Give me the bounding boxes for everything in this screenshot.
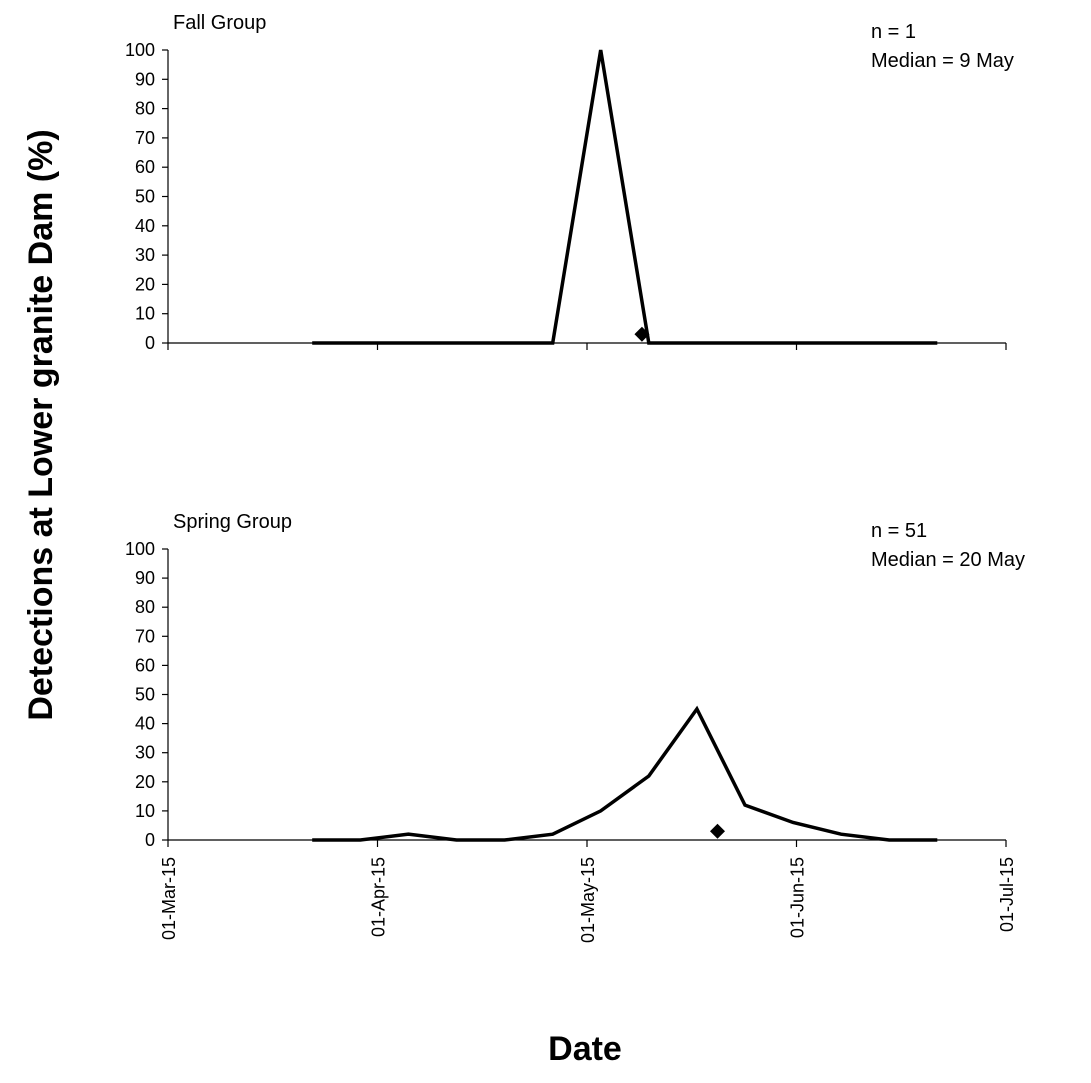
- y-tick-label-0-0: 0: [145, 333, 155, 353]
- annotation-n-1: n = 51: [871, 520, 927, 542]
- data-point-1-0-1: [360, 840, 361, 841]
- x-tick-label-3: 01-Jun-15: [788, 857, 808, 938]
- data-point-1-0-12: [889, 840, 890, 841]
- data-point-0-0-11: [841, 343, 842, 344]
- data-point-1-0-13: [937, 840, 938, 841]
- y-tick-label-0-9: 90: [135, 69, 155, 89]
- x-tick-label-0: 01-Mar-15: [159, 857, 179, 940]
- y-tick-label-1-10: 100: [125, 539, 155, 559]
- data-point-0-0-12: [889, 343, 890, 344]
- data-point-1-0-11: [841, 834, 842, 835]
- data-point-0-0-8: [696, 343, 697, 344]
- data-point-0-0-13: [937, 343, 938, 344]
- data-point-1-0-2: [408, 834, 409, 835]
- data-point-1-0-8: [696, 709, 697, 710]
- data-point-1-0-4: [504, 840, 505, 841]
- y-tick-label-1-6: 60: [135, 655, 155, 675]
- data-point-0-0-4: [504, 343, 505, 344]
- panel-title-0: Fall Group: [173, 12, 266, 34]
- y-tick-label-0-10: 100: [125, 40, 155, 60]
- x-tick-label-1: 01-Apr-15: [369, 857, 389, 937]
- y-tick-label-1-3: 30: [135, 743, 155, 763]
- x-tick-label-2: 01-May-15: [578, 857, 598, 943]
- annotation-n-0: n = 1: [871, 21, 916, 43]
- y-tick-label-1-9: 90: [135, 568, 155, 588]
- y-tick-label-0-6: 60: [135, 157, 155, 177]
- data-point-0-0-0: [312, 343, 313, 344]
- data-point-0-0-5: [552, 343, 553, 344]
- series-line-0-0: [312, 49, 938, 345]
- data-point-1-0-5: [552, 834, 553, 835]
- data-point-0-0-2: [408, 343, 409, 344]
- data-point-1-0-10: [793, 822, 794, 823]
- annotation-median-1: Median = 20 May: [871, 549, 1025, 571]
- data-point-1-0-0: [312, 840, 313, 841]
- series-line-1-0: [312, 705, 938, 842]
- y-tick-label-0-4: 40: [135, 216, 155, 236]
- y-tick-label-1-5: 50: [135, 685, 155, 705]
- data-point-0-0-10: [793, 343, 794, 344]
- y-tick-label-1-0: 0: [145, 830, 155, 850]
- y-tick-label-1-1: 10: [135, 801, 155, 821]
- data-point-0-0-9: [744, 343, 745, 344]
- data-point-0-0-3: [456, 343, 457, 344]
- y-tick-label-0-8: 80: [135, 99, 155, 119]
- data-point-1-0-6: [600, 810, 601, 811]
- y-tick-label-0-7: 70: [135, 128, 155, 148]
- y-tick-label-0-3: 30: [135, 245, 155, 265]
- annotation-median-0: Median = 9 May: [871, 50, 1014, 72]
- data-point-0-0-6: [600, 50, 601, 51]
- data-point-0-0-7: [648, 343, 649, 344]
- y-tick-label-1-8: 80: [135, 597, 155, 617]
- median-marker-1: [710, 823, 726, 839]
- y-tick-label-1-7: 70: [135, 626, 155, 646]
- y-axis-title: Detections at Lower granite Dam (%): [22, 129, 60, 720]
- panel-title-1: Spring Group: [173, 511, 292, 533]
- data-point-1-0-7: [648, 775, 649, 776]
- x-axis-title: Date: [548, 1030, 622, 1068]
- y-tick-label-0-1: 10: [135, 304, 155, 324]
- y-tick-label-0-5: 50: [135, 187, 155, 207]
- x-tick-label-4: 01-Jul-15: [997, 857, 1017, 932]
- data-point-0-0-1: [360, 343, 361, 344]
- y-tick-label-1-2: 20: [135, 772, 155, 792]
- median-marker-0: [634, 326, 650, 342]
- y-tick-label-0-2: 20: [135, 274, 155, 294]
- data-point-1-0-9: [744, 805, 745, 806]
- y-tick-label-1-4: 40: [135, 714, 155, 734]
- data-point-1-0-3: [456, 840, 457, 841]
